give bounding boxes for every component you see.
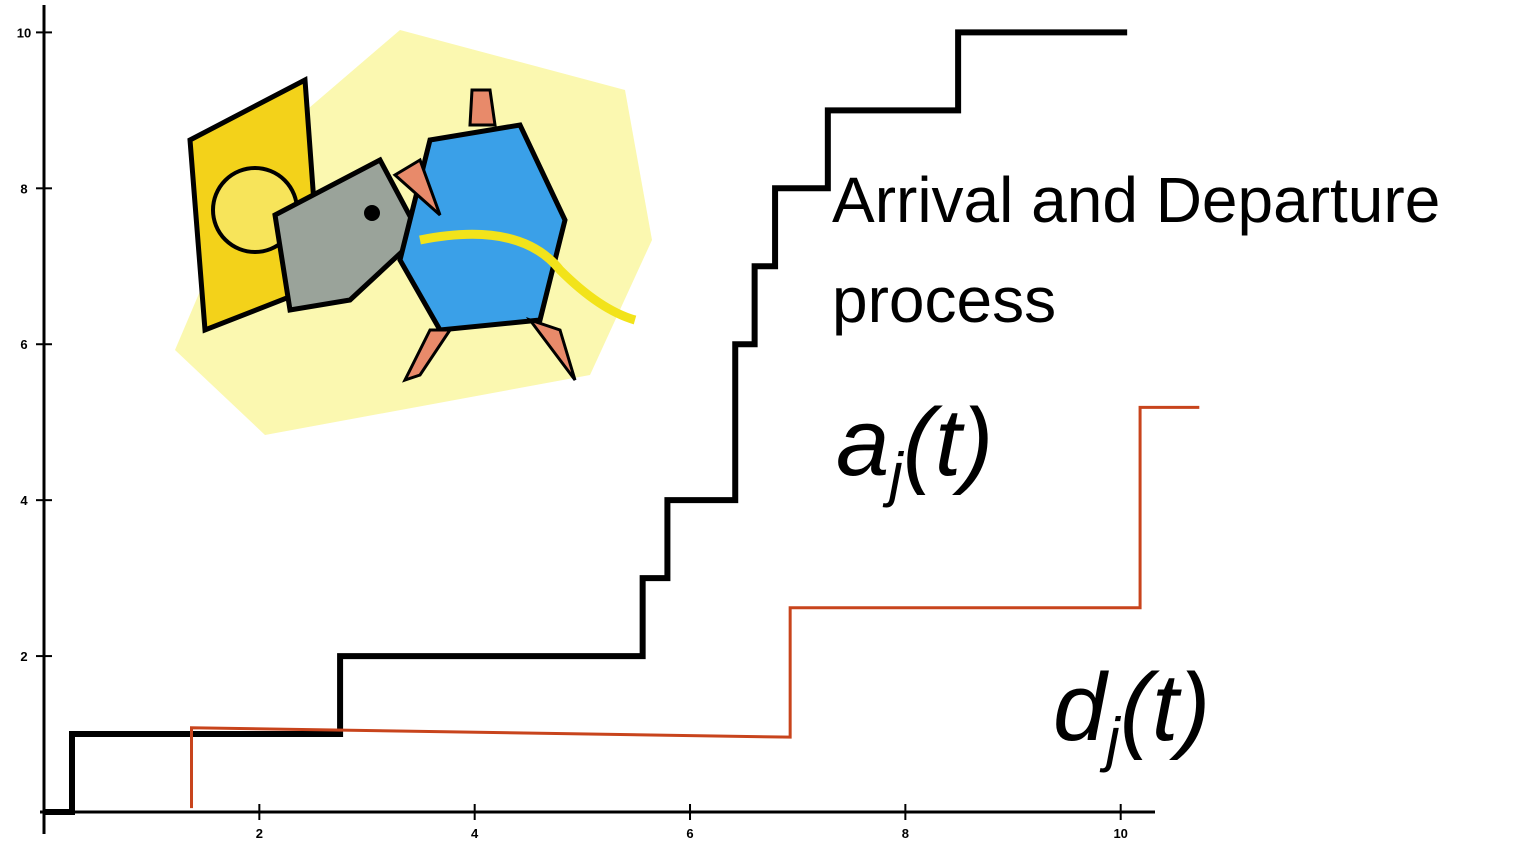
title: Arrival and Departure process xyxy=(832,150,1519,350)
arrival-label: aj(t) xyxy=(836,389,993,508)
y-tick-label: 6 xyxy=(20,337,27,352)
x-tick-label: 10 xyxy=(1113,826,1127,841)
y-tick-label: 4 xyxy=(20,493,28,508)
x-tick-label: 4 xyxy=(471,826,479,841)
symbol: a xyxy=(836,389,889,496)
argument: (t) xyxy=(903,389,994,496)
x-tick-label: 2 xyxy=(256,826,263,841)
departure-label: dj(t) xyxy=(1053,654,1210,773)
title-box: Arrival and Departure process xyxy=(832,150,1519,370)
y-tick-label: 10 xyxy=(17,25,31,40)
series-line xyxy=(192,407,1200,808)
x-tick-label: 8 xyxy=(902,826,909,841)
clip-art xyxy=(175,30,652,435)
x-tick-label: 6 xyxy=(686,826,693,841)
y-tick-label: 2 xyxy=(20,649,27,664)
y-tick-label: 8 xyxy=(20,181,27,196)
symbol: d xyxy=(1053,654,1109,761)
chart: Arrival and Departure process aj(t) dj(t… xyxy=(0,0,1519,844)
argument: (t) xyxy=(1120,654,1211,761)
